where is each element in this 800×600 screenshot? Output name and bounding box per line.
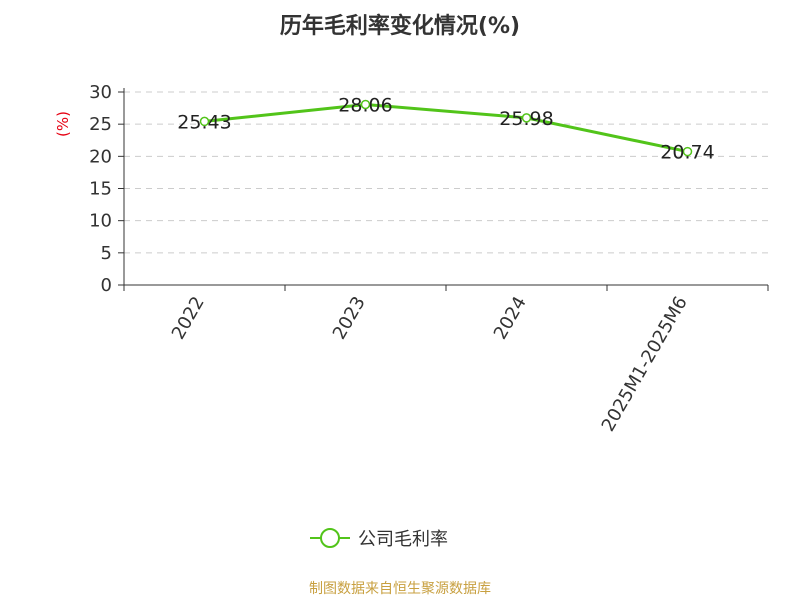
y-tick-label: 15: [89, 179, 112, 200]
data-label: 25.98: [499, 108, 553, 130]
y-tick-label: 0: [101, 275, 112, 296]
line-chart: 0 5 10 15 20 25 30 2022 2023 2024 2025M1-2025M6 (%)…: [54, 82, 769, 435]
y-axis-label: (%): [54, 111, 72, 137]
data-label: 20.74: [660, 142, 714, 164]
chart-title: 历年毛利率变化情况(%): [279, 14, 521, 39]
data-point: [360, 99, 371, 110]
data-label: 28.06: [338, 94, 392, 116]
y-tick-label: 30: [89, 82, 112, 103]
legend[interactable]: 公司毛利率: [310, 522, 448, 554]
x-tick-label: 2023: [329, 293, 370, 343]
data-point: [521, 113, 532, 123]
y-tick-label: 5: [101, 243, 112, 264]
x-tick-label: 2022: [168, 293, 209, 343]
data-label: 25.43: [177, 111, 231, 133]
source-note: 制图数据来自恒生聚源数据库: [309, 581, 491, 597]
series-line: [204, 102, 688, 154]
x-tick-label: 2025M1-2025M6: [598, 293, 692, 435]
legend-label: 公司毛利率: [358, 529, 448, 550]
y-tick-label: 10: [89, 211, 112, 232]
data-point: [199, 116, 210, 127]
legend-line-marker-icon: [310, 528, 350, 548]
x-tick-label: 2024: [490, 293, 531, 343]
y-tick-label: 25: [89, 114, 112, 135]
data-point: [682, 146, 693, 157]
y-tick-label: 20: [89, 146, 112, 167]
